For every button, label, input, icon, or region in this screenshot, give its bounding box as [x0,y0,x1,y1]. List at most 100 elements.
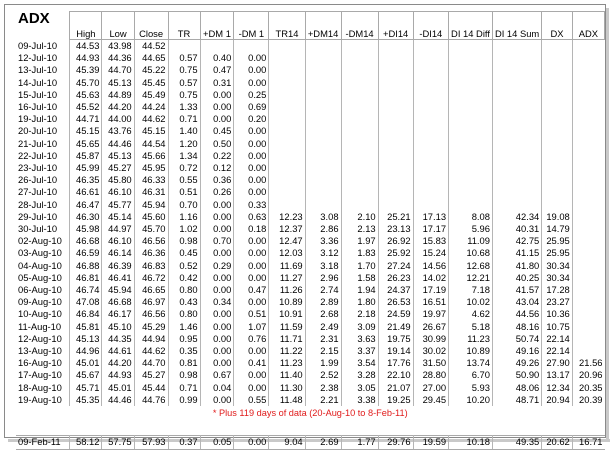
cell-close: 45.66 [134,150,168,162]
cell-di14-diff [449,113,493,125]
cell-plus-dm14 [305,150,341,162]
cell-minus-dm14 [341,150,378,162]
cell-low: 44.93 [102,369,134,381]
cell-adx [572,223,604,235]
cell-close: 45.15 [134,125,168,137]
cell-high: 46.84 [70,308,102,320]
cell-di14-diff [449,52,493,64]
cell-di14-sum [492,125,541,137]
cell-minus-dm1: 0.25 [234,89,269,101]
cell-minus-di14: 30.02 [413,345,448,357]
col-header-close: Close [134,12,168,40]
cell-plus-dm1: 0.00 [200,284,234,296]
cell-minus-dm14: 3.37 [341,345,378,357]
cell-close: 45.70 [134,223,168,235]
cell-date: 29-Jul-10 [16,211,70,223]
cell-di14-sum: 48.16 [492,321,541,333]
cell-high: 46.88 [70,260,102,272]
cell-minus-di14: 19.97 [413,308,448,320]
cell-plus-di14: 19.75 [378,333,413,345]
cell-plus-di14 [378,89,413,101]
cell-dx: 20.94 [542,394,573,406]
cell-minus-di14 [413,138,448,150]
cell-adx [572,272,604,284]
cell-tr: 0.80 [168,284,200,296]
cell-close: 45.29 [134,321,168,333]
cell-dx: 30.34 [542,260,573,272]
cell-plus-di14 [378,199,413,211]
cell-close: 45.44 [134,382,168,394]
cell-high: 45.63 [70,89,102,101]
cell-low: 44.97 [102,223,134,235]
cell-minus-dm1: 0.00 [234,52,269,64]
cell-adx: 20.39 [572,394,604,406]
cell-adx [572,52,604,64]
cell-plus-di14: 27.24 [378,260,413,272]
col-header-tr14: TR14 [269,12,305,40]
cell-minus-di14: 31.50 [413,357,448,369]
cell-adx [572,125,604,137]
cell-minus-dm1: 0.69 [234,101,269,113]
cell-date: 30-Jul-10 [16,223,70,235]
cell-close: 44.54 [134,138,168,150]
cell-plus-di14: 26.53 [378,296,413,308]
cell-close: 44.62 [134,345,168,357]
cell-minus-dm14 [341,89,378,101]
cell-minus-dm1: 0.00 [234,77,269,89]
cell-plus-dm1: 0.00 [200,394,234,406]
cell-di14-diff: 12.68 [449,260,493,272]
cell-tr14: 9.04 [269,436,305,450]
cell-dx: 10.75 [542,321,573,333]
cell-minus-di14: 15.83 [413,235,448,247]
cell-dx [542,186,573,198]
cell-plus-di14: 26.92 [378,235,413,247]
cell-tr14 [269,64,305,76]
cell-tr: 0.57 [168,77,200,89]
cell-adx [572,235,604,247]
cell-di14-diff [449,101,493,113]
cell-di14-diff: 5.96 [449,223,493,235]
cell-plus-dm1: 0.00 [200,308,234,320]
cell-plus-dm14: 2.96 [305,272,341,284]
cell-di14-diff: 13.74 [449,357,493,369]
cell-high: 45.99 [70,162,102,174]
cell-adx [572,296,604,308]
cell-plus-dm14 [305,77,341,89]
cell-date: 17-Aug-10 [16,369,70,381]
cell-tr: 0.75 [168,89,200,101]
cell-di14-sum [492,89,541,101]
cell-dx [542,125,573,137]
cell-di14-sum [492,52,541,64]
cell-tr: 0.95 [168,333,200,345]
cell-di14-sum: 40.31 [492,223,541,235]
cell-minus-dm1: 0.00 [234,186,269,198]
cell-minus-dm1 [234,40,269,53]
cell-plus-di14 [378,101,413,113]
cell-adx [572,284,604,296]
cell-low: 44.61 [102,345,134,357]
cell-plus-di14 [378,52,413,64]
cell-low: 57.75 [102,436,134,450]
cell-plus-dm1: 0.45 [200,125,234,137]
cell-low: 44.89 [102,89,134,101]
cell-di14-sum: 42.75 [492,235,541,247]
cell-minus-di14 [413,52,448,64]
cell-date: 20-Jul-10 [16,125,70,137]
cell-di14-sum: 48.06 [492,382,541,394]
cell-high: 45.98 [70,223,102,235]
cell-di14-sum [492,174,541,186]
cell-plus-di14: 24.37 [378,284,413,296]
cell-di14-sum: 48.71 [492,394,541,406]
cell-tr14: 12.47 [269,235,305,247]
cell-plus-dm14: 2.74 [305,284,341,296]
cell-tr14: 12.03 [269,247,305,259]
cell-tr14: 11.48 [269,394,305,406]
cell-close: 45.94 [134,199,168,211]
cell-plus-dm14 [305,113,341,125]
cell-plus-dm1: 0.34 [200,296,234,308]
cell-minus-di14: 29.45 [413,394,448,406]
